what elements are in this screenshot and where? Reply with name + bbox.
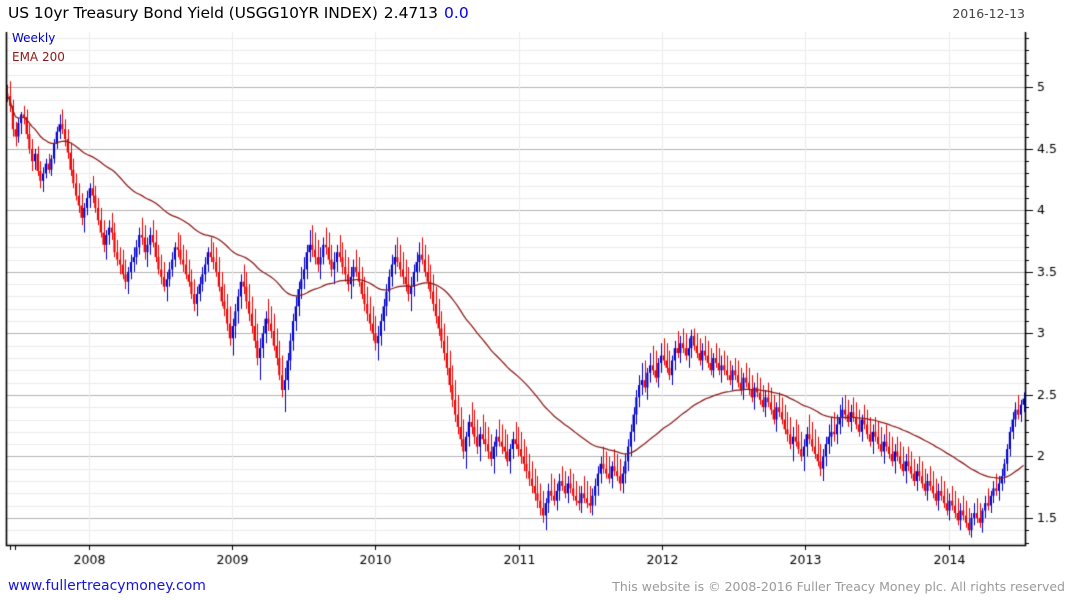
chart-header: US 10yr Treasury Bond Yield (USGG10YR IN… [0,0,1075,26]
price-chart-canvas[interactable] [0,26,1075,572]
chart-area[interactable]: Weekly EMA 200 [0,26,1075,572]
chart-footer: www.fullertreacymoney.com This website i… [0,572,1075,600]
page-title: US 10yr Treasury Bond Yield (USGG10YR IN… [8,4,378,22]
title-group: US 10yr Treasury Bond Yield (USGG10YR IN… [8,4,469,22]
site-url-link[interactable]: www.fullertreacymoney.com [8,578,206,594]
copyright-notice: This website is © 2008-2016 Fuller Treac… [612,578,1065,594]
price-change: 0.0 [444,4,469,22]
chart-date: 2016-12-13 [952,5,1025,21]
last-price: 2.4713 [383,4,439,22]
